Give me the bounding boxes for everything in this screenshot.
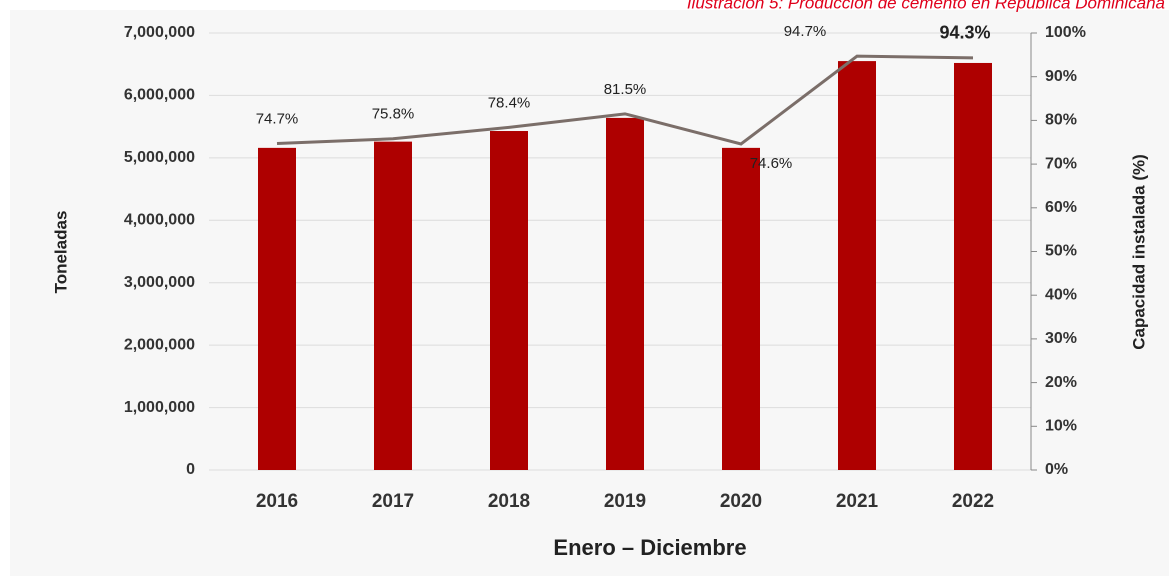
bar [258, 147, 296, 470]
x-tick-label: 2017 [372, 491, 414, 512]
y-axis-label: Toneladas [51, 211, 70, 294]
y2-tick-label: 70% [1045, 155, 1077, 172]
y2-tick-label: 90% [1045, 68, 1077, 85]
data-label: 75.8% [372, 106, 415, 123]
data-label: 81.5% [604, 81, 647, 98]
y2-tick-label: 50% [1045, 243, 1077, 260]
x-tick-label: 2020 [720, 491, 762, 512]
bar [722, 147, 760, 470]
bar [490, 131, 528, 470]
data-label: 74.7% [256, 111, 299, 128]
y-tick-label: 7,000,000 [124, 24, 195, 41]
y-tick-label: 1,000,000 [124, 399, 195, 416]
x-tick-label: 2016 [256, 491, 298, 512]
y2-tick-label: 0% [1045, 461, 1068, 478]
y2-tick-label: 20% [1045, 374, 1077, 391]
y-tick-label: 3,000,000 [124, 274, 195, 291]
y-tick-label: 2,000,000 [124, 336, 195, 353]
bar [606, 117, 644, 470]
y-tick-label: 4,000,000 [124, 212, 195, 229]
x-tick-label: 2021 [836, 491, 879, 512]
x-tick-label: 2019 [604, 491, 646, 512]
y2-tick-label: 30% [1045, 330, 1077, 347]
chart-title: Ilustración 5: Producción de cemento en … [687, 0, 1165, 12]
line [276, 54, 974, 146]
data-label: 94.3% [939, 23, 990, 43]
y2-tick-label: 100% [1045, 24, 1086, 41]
y2-tick-label: 40% [1045, 286, 1077, 303]
y2-tick-label: 10% [1045, 418, 1077, 435]
bar [374, 141, 412, 470]
data-label: 74.6% [750, 155, 793, 172]
x-tick-label: 2018 [488, 491, 530, 512]
bar [954, 62, 992, 471]
y2-tick-label: 80% [1045, 112, 1077, 129]
y-tick-label: 6,000,000 [124, 87, 195, 104]
data-label: 78.4% [488, 94, 531, 111]
x-axis-label: Enero – Diciembre [553, 535, 746, 560]
data-label: 94.7% [784, 23, 827, 40]
y2-axis-label: Capacidad instalada (%) [1129, 154, 1148, 350]
x-tick-label: 2022 [952, 491, 994, 512]
bar [838, 61, 876, 470]
y2-tick-label: 60% [1045, 199, 1077, 216]
y-tick-label: 0 [186, 461, 195, 478]
y-tick-label: 5,000,000 [124, 149, 195, 166]
